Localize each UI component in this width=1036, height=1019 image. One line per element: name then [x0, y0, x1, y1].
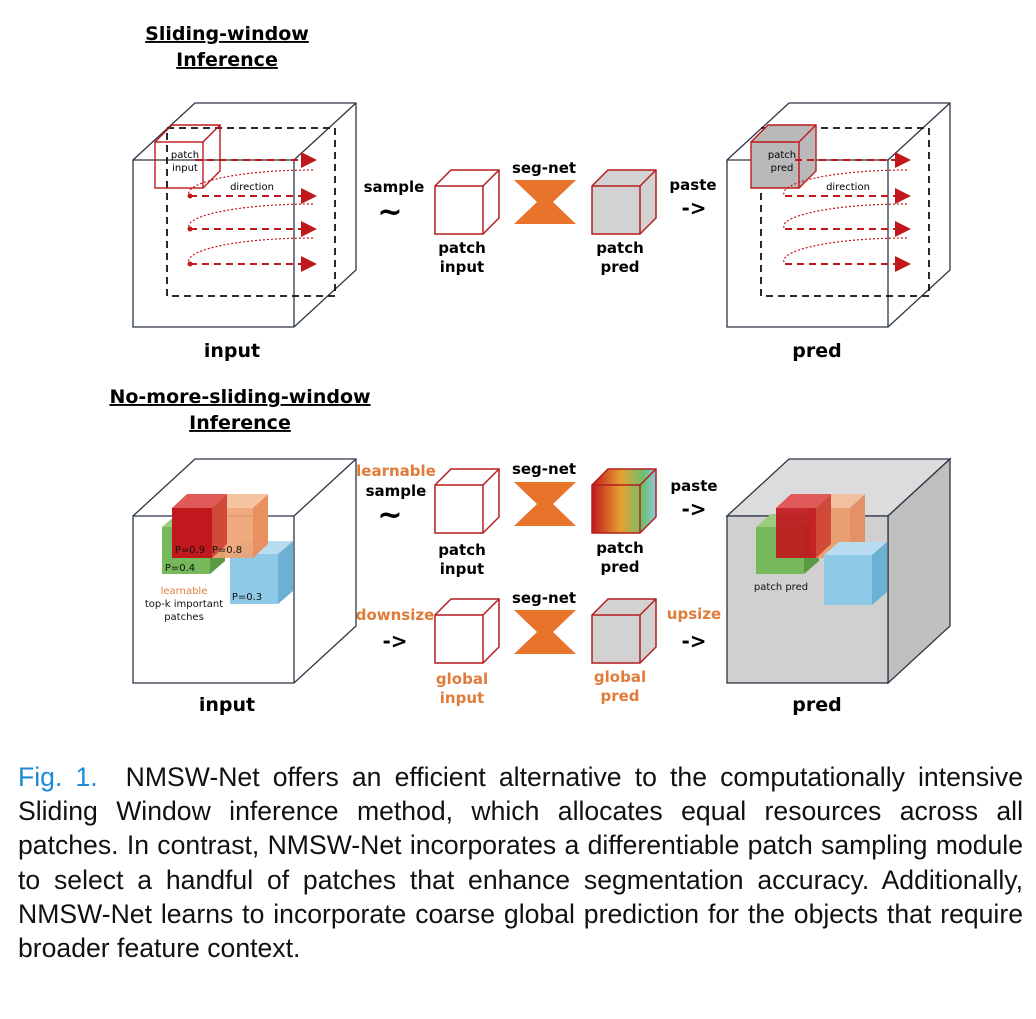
top-input-direction-label: direction	[230, 182, 274, 193]
bottom-paste-label: paste	[670, 477, 717, 495]
bottom-pred-patch-red	[776, 494, 831, 558]
top-input-dots	[187, 193, 193, 267]
bottom-title-line2: Inference	[189, 412, 291, 434]
top-input-patch-label-1: patch	[171, 150, 199, 161]
bottom-global-input-line1: global	[436, 670, 488, 688]
top-patch-pred-line2: pred	[600, 258, 639, 276]
top-input-scan-arrows	[188, 152, 317, 272]
top-pred-scan-arrows	[783, 152, 911, 272]
bottom-patch-input-cube	[434, 468, 500, 534]
top-patch-input-cube	[434, 169, 500, 235]
top-input-patch	[154, 124, 221, 189]
top-paste-arrow: ->	[681, 196, 706, 220]
figure: Sliding-window Inference patch input dir…	[109, 23, 952, 716]
figure-label: Fig. 1.	[18, 762, 98, 792]
top-pred-label: pred	[792, 340, 841, 362]
bottom-pred-patch-label: patch pred	[754, 582, 808, 593]
bottom-topk-line2: patches	[164, 612, 204, 623]
bottom-section: No-more-sliding-window Inference	[109, 386, 952, 716]
top-title-line1: Sliding-window	[145, 23, 309, 45]
bottom-upsize-arrow: ->	[681, 629, 706, 653]
bottom-learnable-sample-line1: learnable	[356, 462, 436, 480]
bottom-downsize-arrow: ->	[382, 629, 407, 653]
top-paste-label: paste	[669, 176, 716, 194]
bottom-topk-line1: top-k important	[145, 599, 223, 610]
bottom-p-blue: P=0.3	[232, 592, 262, 603]
bottom-segnet-top-label: seg-net	[512, 460, 576, 478]
top-sample-label: sample	[364, 178, 425, 196]
top-sample-tilde: ~	[377, 195, 402, 230]
bottom-segnet-bottom-shape	[514, 610, 576, 654]
caption-text: NMSW-Net offers an efficient alternative…	[18, 762, 1023, 964]
diagram-canvas: Sliding-window Inference patch input dir…	[109, 23, 952, 716]
top-pred-direction-label: direction	[826, 182, 870, 193]
bottom-patch-pred-line2: pred	[600, 558, 639, 576]
bottom-patch-input-line2: input	[440, 560, 484, 578]
bottom-p-orange: P=0.8	[212, 545, 242, 556]
figure-caption: Fig. 1. NMSW-Net offers an efficient alte…	[18, 760, 1023, 965]
bottom-sample-tilde: ~	[377, 498, 402, 533]
bottom-learnable-sample-line2: sample	[366, 482, 427, 500]
bottom-segnet-bottom-label: seg-net	[512, 589, 576, 607]
bottom-patch-red	[172, 494, 227, 558]
bottom-patch-pred-cube	[591, 468, 657, 534]
top-patch-input-line1: patch	[438, 239, 486, 257]
bottom-global-pred-line2: pred	[600, 687, 639, 705]
top-title-line2: Inference	[176, 49, 278, 71]
bottom-p-green: P=0.4	[165, 563, 195, 574]
bottom-global-input-line2: input	[440, 689, 484, 707]
top-segnet-shape	[514, 180, 576, 224]
bottom-pred-label: pred	[792, 694, 841, 716]
bottom-downsize-label: downsize	[356, 606, 435, 624]
top-pred-patch-label-2: pred	[771, 163, 794, 174]
top-segnet-label: seg-net	[512, 159, 576, 177]
top-patch-pred-cube	[591, 169, 657, 235]
bottom-pred-patch-blue	[824, 542, 887, 605]
bottom-upsize-label: upsize	[667, 605, 721, 623]
top-pred-patch	[750, 124, 817, 189]
bottom-title-line1: No-more-sliding-window	[109, 386, 370, 408]
bottom-global-pred-cube	[591, 598, 657, 664]
bottom-paste-arrow: ->	[681, 497, 706, 521]
top-pred-patch-label-1: patch	[768, 150, 796, 161]
bottom-input-label: input	[199, 694, 255, 716]
top-input-cube	[132, 102, 357, 328]
bottom-learnable-small: learnable	[161, 586, 208, 597]
top-input-patch-label-2: input	[172, 163, 198, 174]
top-patch-pred-line1: patch	[596, 239, 644, 257]
bottom-global-input-cube	[434, 598, 500, 664]
top-input-label: input	[204, 340, 260, 362]
bottom-segnet-top-shape	[514, 482, 576, 526]
bottom-p-red: P=0.9	[175, 545, 205, 556]
bottom-patch-pred-line1: patch	[596, 539, 644, 557]
bottom-global-pred-line1: global	[594, 668, 646, 686]
top-section: Sliding-window Inference patch input dir…	[132, 23, 951, 362]
top-patch-input-line2: input	[440, 258, 484, 276]
bottom-patch-input-line1: patch	[438, 541, 486, 559]
